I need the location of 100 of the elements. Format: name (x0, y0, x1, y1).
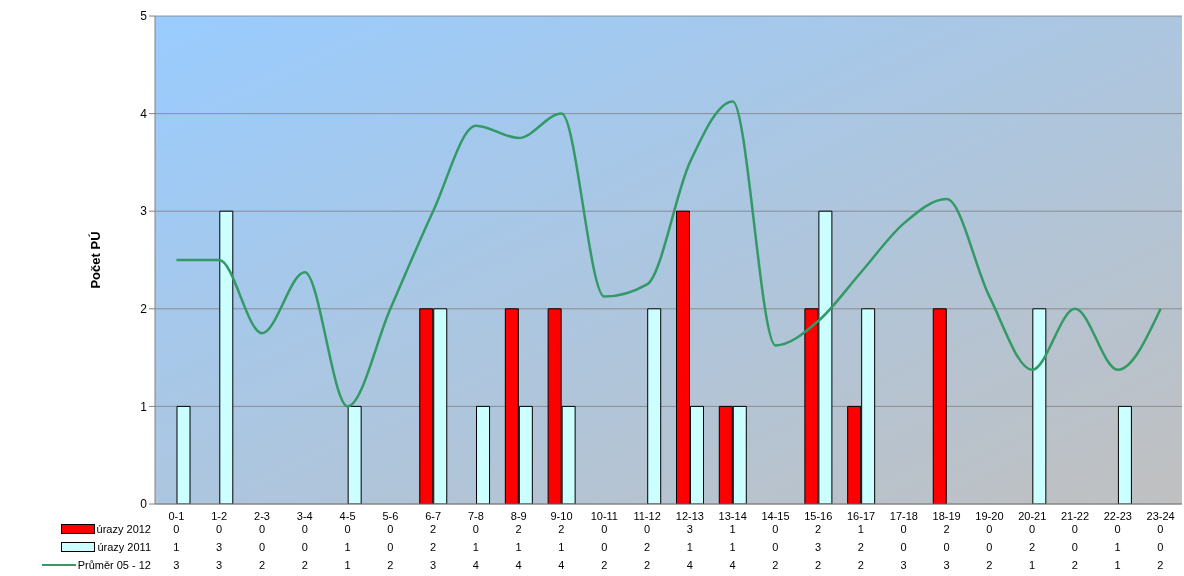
data-label: 2 (642, 541, 652, 553)
data-label: 0 (1113, 523, 1122, 535)
data-label: 0 (1156, 523, 1165, 535)
x-tick-label: 21-22 (1060, 509, 1090, 522)
bar (219, 210, 234, 504)
data-label: 0 (386, 523, 395, 535)
data-label: 0 (343, 523, 352, 535)
x-tick-label: 17-18 (889, 509, 918, 522)
data-label: 2 (386, 559, 395, 571)
data-label: 2 (514, 523, 523, 535)
data-label: 2 (942, 523, 951, 535)
data-label: 1 (856, 523, 865, 535)
data-label: 0 (600, 523, 609, 535)
data-label: 2 (814, 523, 823, 535)
data-label: 0 (257, 523, 266, 535)
data-label: 0 (386, 541, 395, 553)
data-label: 0 (942, 541, 951, 553)
data-label: 1 (471, 541, 480, 553)
data-label: 0 (771, 541, 780, 553)
y-tick-label: 2 (140, 302, 148, 317)
data-label: 0 (1070, 541, 1079, 553)
data-label: 0 (257, 541, 266, 553)
y-tick-label: 0 (140, 497, 148, 512)
x-tick-label: 16-17 (846, 509, 876, 522)
bar (647, 308, 662, 504)
data-label: 3 (215, 559, 224, 571)
legend-label: Průměr 05 - 12 (77, 559, 151, 571)
legend-label: úrazy 2012 (96, 523, 151, 535)
data-label: 2 (1070, 559, 1079, 571)
data-label: 2 (557, 523, 566, 535)
data-label: 0 (899, 523, 908, 535)
data-label: 1 (1113, 541, 1122, 553)
data-label: 0 (300, 523, 309, 535)
data-label: 0 (600, 541, 609, 553)
x-tick-label: 7-8 (467, 509, 484, 522)
x-tick-label: 4-5 (339, 509, 356, 522)
x-tick-label: 5-6 (382, 509, 399, 522)
line-series (175, 100, 1162, 408)
data-label: 3 (429, 559, 438, 571)
data-label: 0 (172, 523, 181, 535)
data-label: 0 (771, 523, 780, 535)
data-label: 2 (856, 541, 865, 553)
data-label: 0 (215, 523, 224, 535)
y-axis-title: Počet PÚ (87, 231, 103, 289)
x-tick-label: 22-23 (1103, 509, 1132, 522)
data-label: 2 (856, 559, 865, 571)
data-label: 0 (642, 523, 652, 535)
x-tick-label: 0-1 (168, 509, 185, 522)
bar (476, 405, 491, 504)
data-label: 1 (728, 541, 737, 553)
data-label: 1 (343, 559, 352, 571)
legend-label: úrazy 2011 (97, 541, 151, 553)
data-label: 2 (257, 559, 266, 571)
x-tick-label: 1-2 (211, 509, 228, 522)
data-label: 3 (899, 559, 908, 571)
y-tick-label: 3 (140, 204, 148, 219)
data-label: 3 (172, 559, 181, 571)
data-label: 3 (814, 541, 823, 553)
data-label: 0 (899, 541, 908, 553)
data-label: 2 (985, 559, 994, 571)
data-label: 0 (471, 523, 480, 535)
data-label: 1 (728, 523, 737, 535)
x-tick-label: 10-11 (590, 509, 618, 522)
data-label: 1 (557, 541, 566, 553)
data-label: 1 (343, 541, 352, 553)
data-label: 4 (685, 559, 694, 571)
bar (1117, 405, 1132, 504)
x-tick-label: 8-9 (510, 509, 527, 522)
data-label: 0 (300, 541, 309, 553)
data-label: 4 (471, 559, 480, 571)
data-label: 2 (600, 559, 609, 571)
x-tick-label: 23-24 (1146, 509, 1175, 522)
data-label: 2 (771, 559, 780, 571)
data-label: 3 (685, 523, 694, 535)
bar (347, 405, 362, 504)
bar (176, 405, 191, 504)
x-tick-label: 19-20 (975, 509, 1004, 522)
data-label: 4 (728, 559, 737, 571)
data-label: 1 (685, 541, 694, 553)
x-tick-label: 9-10 (550, 509, 573, 522)
data-label: 4 (557, 559, 566, 571)
x-tick-label: 3-4 (296, 509, 313, 522)
data-label: 1 (172, 541, 181, 553)
y-tick-label: 4 (140, 106, 148, 121)
data-label: 2 (1027, 541, 1037, 553)
data-label: 0 (1070, 523, 1079, 535)
data-label: 0 (1156, 541, 1165, 553)
data-label: 1 (1027, 559, 1037, 571)
y-tick-label: 1 (140, 399, 148, 414)
x-tick-label: 2-3 (254, 509, 270, 522)
x-tick-label: 12-13 (675, 509, 704, 522)
data-label: 0 (985, 523, 994, 535)
data-label: 2 (429, 541, 438, 553)
data-label: 3 (942, 559, 951, 571)
bar (1032, 308, 1047, 504)
x-tick-label: 15-16 (804, 509, 833, 522)
data-label: 2 (429, 523, 438, 535)
x-tick-label: 20-21 (1018, 509, 1047, 522)
data-label: 0 (985, 541, 994, 553)
data-label: 2 (300, 559, 309, 571)
